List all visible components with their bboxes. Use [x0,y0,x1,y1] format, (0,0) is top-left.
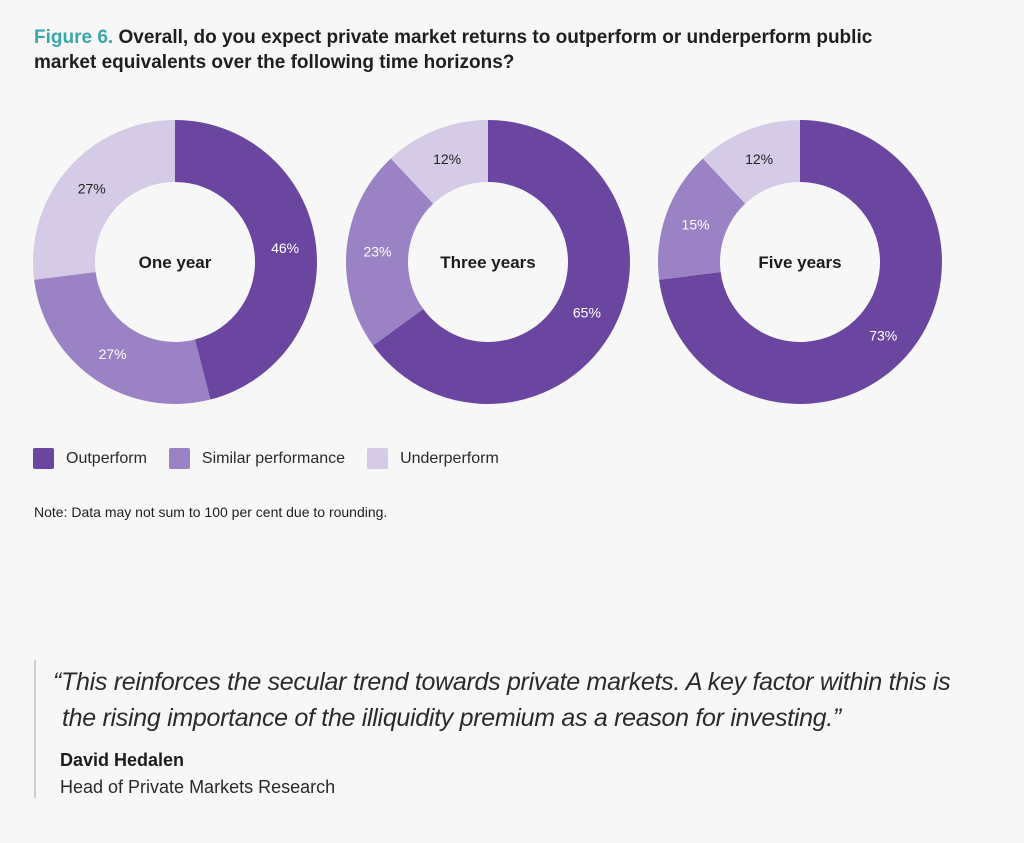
donut-center-label-three-years: Three years [440,253,535,272]
quote-line1: “This reinforces the secular trend towar… [53,668,951,696]
data-label-five-years-underperform: 12% [745,151,773,167]
data-label-five-years-outperform: 73% [869,327,897,343]
legend-item-underperform: Underperform [367,448,499,469]
quote-author: David Hedalen [60,750,185,770]
legend-label-similar: Similar performance [201,449,346,467]
slice-five-years-similar [658,158,746,280]
data-label-three-years-underperform: 12% [433,151,461,167]
legend-label-outperform: Outperform [66,449,147,467]
donut-five-years: 73% 15% 12% Five years [658,120,942,404]
data-label-one-year-similar: 27% [99,346,127,362]
donut-three-years: 65% 23% 12% Three years [346,120,630,404]
slice-one-year-outperform [175,120,318,400]
slice-three-years-similar [346,158,434,346]
figure-title: Figure 6. Overall, do you expect private… [34,25,934,75]
slice-three-years-underperform [390,120,488,204]
quote-text: “This reinforces the secular trend towar… [53,664,1013,736]
data-label-one-year-outperform: 46% [271,240,299,256]
slice-three-years-outperform [373,120,630,404]
pull-quote: “This reinforces the secular trend towar… [34,660,1016,798]
data-label-three-years-outperform: 65% [573,304,601,320]
slice-one-year-underperform [32,120,175,280]
legend-swatch-outperform [33,448,54,469]
data-label-one-year-underperform: 27% [78,181,106,197]
data-label-five-years-similar: 15% [682,216,710,232]
slice-five-years-underperform [702,120,800,204]
footnote: Note: Data may not sum to 100 per cent d… [34,504,388,520]
donut-center-label-five-years: Five years [758,253,841,272]
legend-swatch-similar [168,448,190,469]
legend-swatch-underperform [367,448,389,469]
slice-five-years-outperform [659,120,942,404]
legend-label-underperform: Underperform [400,449,499,467]
donut-center-label-one-year: One year [139,253,212,272]
figure-title-line2: market equivalents over the following ti… [34,52,515,73]
donut-charts: 46% 27% 27% One year 65% 23% 12% Three years 73%… [32,120,942,404]
figure-title-line1: Overall, do you expect private market re… [118,27,873,48]
figure-label: Figure 6. [34,27,114,48]
quote-line2: the rising importance of the illiquidity… [62,704,841,732]
slice-one-year-similar [34,272,211,404]
legend-item-similar: Similar performance [168,448,346,469]
donut-one-year: 46% 27% 27% One year [32,120,318,404]
quote-role: Head of Private Markets Research [60,777,336,797]
data-label-three-years-similar: 23% [363,244,391,260]
legend-item-outperform: Outperform [33,448,147,469]
chart-legend: Outperform Similar performance Underperf… [33,448,521,469]
